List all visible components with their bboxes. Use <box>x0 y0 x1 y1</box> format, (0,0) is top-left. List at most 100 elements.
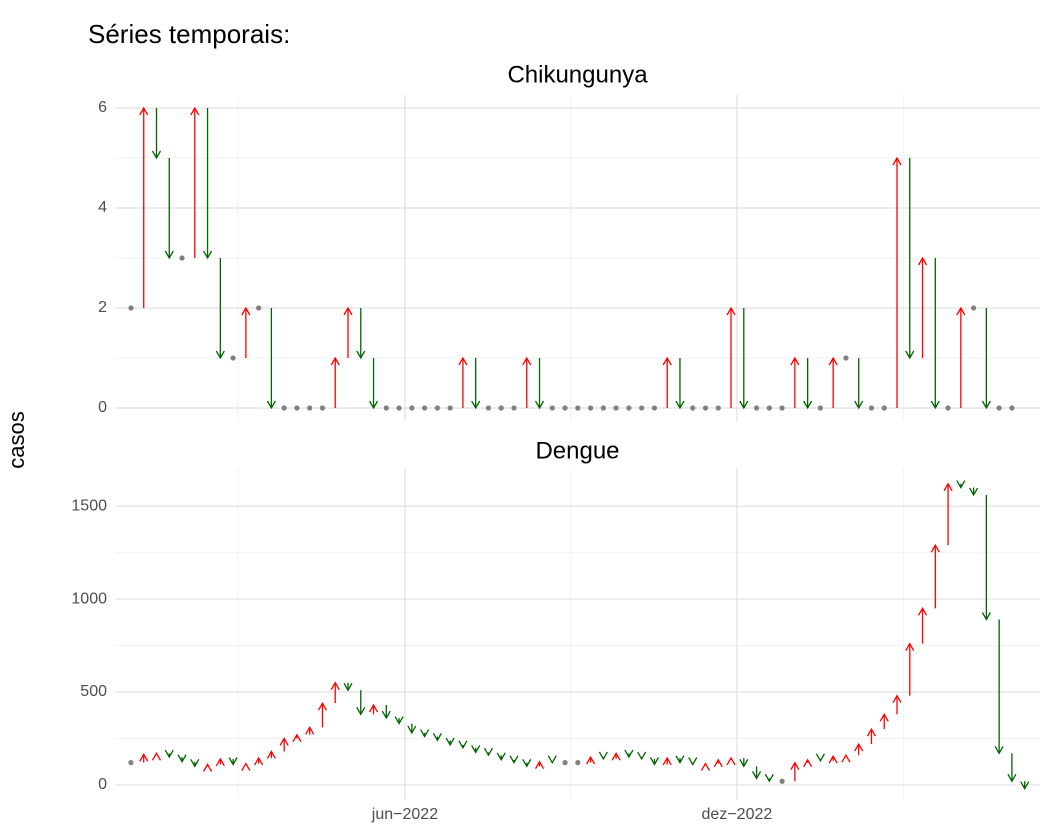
arrow <box>892 156 902 408</box>
arrow <box>215 757 225 767</box>
arrow-head <box>177 754 187 764</box>
arrow-head <box>432 733 442 742</box>
arrow-head <box>483 747 494 757</box>
arrow <box>726 306 736 408</box>
arrow-head <box>139 106 149 116</box>
arrow <box>343 682 353 692</box>
point <box>562 760 568 766</box>
x-tick-label: jun−2022 <box>371 806 438 823</box>
arrow-head <box>598 751 608 761</box>
point <box>281 405 287 411</box>
arrow <box>854 358 864 410</box>
y-tick-label: 0 <box>98 399 107 416</box>
arrow-head <box>713 758 723 768</box>
arrow <box>164 158 174 260</box>
arrow <box>394 716 404 725</box>
arrow <box>471 745 481 754</box>
arrow <box>356 690 366 716</box>
arrow-head <box>151 150 162 160</box>
arrow <box>981 494 991 621</box>
arrow <box>177 754 187 764</box>
arrow <box>522 759 532 768</box>
arrow-head <box>751 771 762 780</box>
arrow <box>139 106 149 308</box>
arrow <box>726 756 736 766</box>
y-tick-label: 2 <box>98 299 107 316</box>
arrow-head <box>981 400 991 410</box>
arrow-head <box>190 106 200 116</box>
arrow-head <box>356 350 366 360</box>
arrow <box>841 753 851 763</box>
y-tick-label: 1500 <box>71 497 107 514</box>
arrow <box>190 106 200 258</box>
point <box>409 405 415 411</box>
arrow <box>739 757 749 768</box>
point <box>549 405 555 411</box>
arrow <box>471 358 481 410</box>
arrow-head <box>190 759 200 768</box>
point <box>971 305 977 311</box>
arrow-head <box>241 762 251 771</box>
arrow-head <box>892 694 902 704</box>
arrow <box>483 747 494 757</box>
point <box>651 405 658 411</box>
arrow-head <box>905 350 915 360</box>
arrow-head <box>700 762 711 771</box>
arrow-head <box>892 156 902 166</box>
arrow-head <box>471 745 481 754</box>
arrow <box>445 737 455 747</box>
point <box>383 405 389 411</box>
arrow-head <box>420 729 430 738</box>
arrow <box>930 543 940 609</box>
point <box>319 405 326 411</box>
x-tick-label: dez−2022 <box>702 806 773 823</box>
arrow <box>803 358 813 410</box>
arrow <box>649 757 659 766</box>
arrow-head <box>956 306 966 316</box>
arrow <box>956 306 966 408</box>
y-tick-label: 0 <box>98 776 107 793</box>
arrow <box>764 773 774 783</box>
arrow <box>241 762 251 771</box>
arrow <box>458 356 468 408</box>
arrow-head <box>202 763 213 772</box>
arrow-head <box>368 703 379 713</box>
arrow-head <box>266 400 276 410</box>
arrow <box>458 740 468 750</box>
arrow-head <box>586 755 596 765</box>
point <box>843 355 849 361</box>
panel-title: Dengue <box>535 437 619 464</box>
arrow <box>662 756 672 766</box>
arrow-head <box>675 755 685 764</box>
arrow-head <box>739 400 749 410</box>
point <box>128 760 134 766</box>
arrow-head <box>917 256 928 266</box>
arrow <box>139 752 149 763</box>
arrow <box>202 763 213 772</box>
y-tick-label: 500 <box>80 683 107 700</box>
arrow <box>828 754 838 764</box>
arrow-head <box>445 737 455 747</box>
arrow <box>534 760 545 770</box>
arrow-head <box>330 356 340 366</box>
arrow <box>879 712 889 730</box>
arrow-head <box>866 727 877 737</box>
arrow-head <box>279 737 289 746</box>
arrow-head <box>905 642 915 651</box>
arrow-head <box>139 752 149 762</box>
arrow-head <box>317 701 328 711</box>
arrow-head <box>956 480 966 489</box>
arrow-head <box>1007 773 1017 783</box>
arrow-head <box>649 757 659 766</box>
arrow-head <box>509 755 519 764</box>
arrow-head <box>662 756 672 766</box>
arrow-head <box>879 712 889 722</box>
y-tick-label: 1000 <box>71 590 107 607</box>
point <box>881 405 887 411</box>
point <box>779 778 785 784</box>
point <box>562 405 568 411</box>
arrow <box>202 108 213 260</box>
point <box>779 405 785 411</box>
arrow-head <box>726 306 736 316</box>
point <box>1009 405 1015 411</box>
